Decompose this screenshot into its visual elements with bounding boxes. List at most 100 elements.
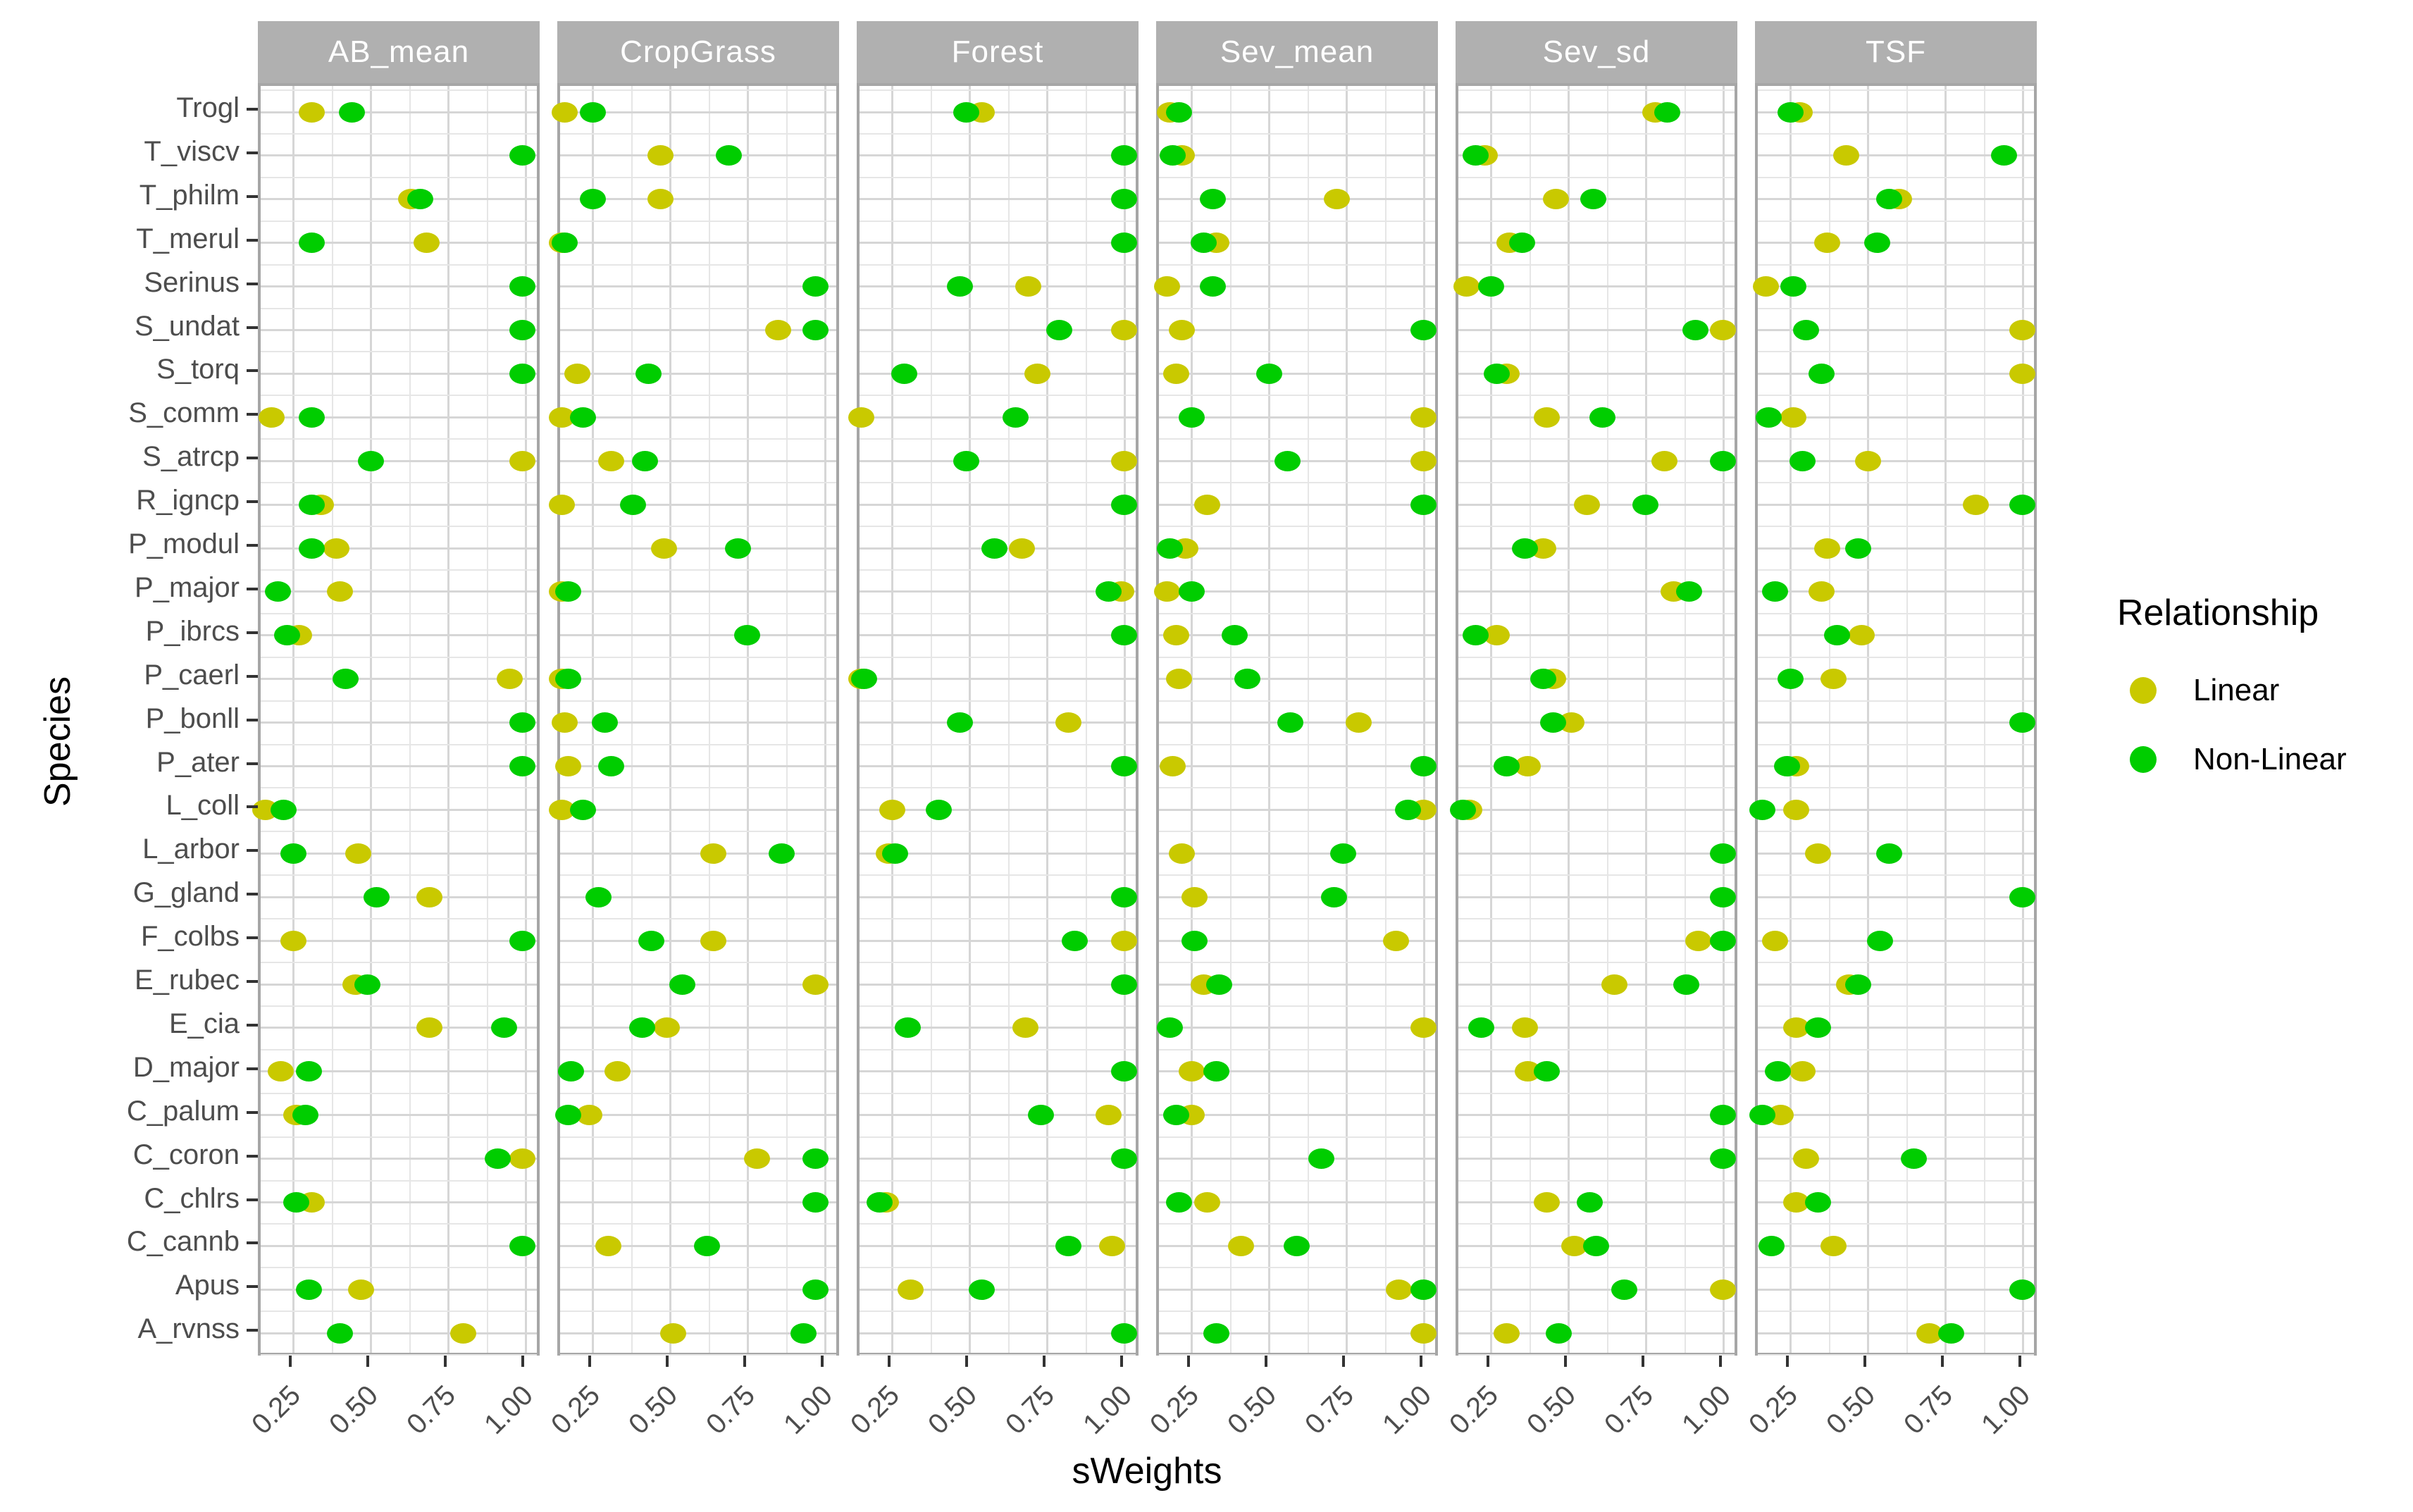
gridline-major-h: [1458, 329, 1735, 331]
data-point-nonlinear: [299, 538, 325, 559]
gridline-major-h: [1458, 590, 1735, 593]
gridline-minor-h: [1458, 569, 1735, 571]
data-point-nonlinear: [299, 407, 325, 428]
gridline-major-h: [261, 721, 537, 724]
data-point-linear: [280, 930, 306, 951]
gridline-minor-h: [560, 612, 836, 614]
facet-panel-Sev_sd: [1450, 83, 1737, 1356]
gridline-minor-h: [560, 89, 836, 92]
gridline-major-h: [1458, 1288, 1735, 1291]
gridline-minor-h: [1159, 132, 1435, 135]
gridline-minor-h: [1159, 351, 1435, 353]
data-point-linear: [1181, 886, 1208, 907]
gridline-major-h: [1159, 590, 1435, 593]
gridline-major-h: [1159, 154, 1435, 157]
data-point-linear: [1808, 581, 1835, 602]
gridline-minor-h: [1159, 1136, 1435, 1138]
gridline-major-h: [261, 1288, 537, 1291]
gridline-major-h: [1758, 329, 2034, 331]
gridline-minor-h: [261, 1005, 537, 1007]
data-point-nonlinear: [552, 233, 578, 254]
gridline-minor-h: [1458, 743, 1735, 745]
gridline-minor-h: [1159, 1223, 1435, 1225]
gridline-major-h: [860, 111, 1136, 113]
data-point-nonlinear: [364, 886, 390, 907]
data-point-nonlinear: [1774, 756, 1801, 776]
y-axis-tick: [247, 762, 258, 765]
gridline-major-h: [560, 983, 836, 986]
gridline-minor-h: [560, 787, 836, 789]
x-axis-tick: [888, 1356, 891, 1367]
facet-panel-CropGrass: [548, 83, 839, 1356]
gridline-major-h: [1159, 285, 1435, 288]
gridline-minor-h: [1758, 787, 2034, 789]
gridline-major-h: [1758, 1070, 2034, 1073]
data-point-linear: [1193, 1192, 1220, 1213]
gridline-major-h: [1758, 372, 2034, 375]
species-tick-label: S_undat: [134, 310, 240, 342]
gridline-minor-h: [261, 307, 537, 309]
gridline-minor-h: [1458, 351, 1735, 353]
species-tick-label: L_coll: [166, 790, 240, 822]
data-point-linear: [1963, 494, 1990, 515]
y-axis-tick: [247, 1285, 258, 1289]
data-point-nonlinear: [2009, 712, 2036, 733]
species-tick-label: P_ibrcs: [145, 615, 240, 647]
gridline-major-h: [1758, 721, 2034, 724]
data-point-nonlinear: [1027, 1105, 1054, 1126]
gridline-major-h: [560, 198, 836, 201]
x-tick-label: 0.50: [1520, 1380, 1582, 1441]
gridline-minor-h: [1458, 482, 1735, 484]
data-point-nonlinear: [1178, 581, 1205, 602]
gridline-minor-h: [860, 1136, 1136, 1138]
gridline-major-h: [560, 1201, 836, 1203]
gridline-minor-h: [1159, 307, 1435, 309]
facet-strip-AB_mean: AB_mean: [258, 21, 540, 83]
gridline-major-h: [860, 678, 1136, 681]
gridline-major-h: [860, 329, 1136, 331]
gridline-major-h: [1458, 1027, 1735, 1029]
data-point-nonlinear: [1710, 843, 1737, 864]
gridline-major-h: [1159, 634, 1435, 637]
species-tick-label: E_rubec: [135, 965, 240, 996]
gridline-minor-h: [1758, 569, 2034, 571]
gridline-minor-h: [1458, 132, 1735, 135]
gridline-major-h: [560, 242, 836, 244]
gridline-minor-h: [1758, 1223, 2034, 1225]
gridline-minor-h: [1758, 438, 2034, 440]
data-point-nonlinear: [1203, 1061, 1229, 1082]
gridline-major-h: [1758, 242, 2034, 244]
data-point-nonlinear: [1845, 974, 1872, 995]
gridline-minor-h: [1758, 264, 2034, 266]
y-axis-tick: [247, 238, 258, 242]
data-point-nonlinear: [1901, 1148, 1928, 1170]
data-point-linear: [552, 101, 578, 123]
data-point-nonlinear: [1410, 756, 1437, 776]
data-point-nonlinear: [339, 101, 366, 123]
gridline-major-h: [261, 1114, 537, 1117]
x-axis-tick: [1419, 1356, 1422, 1367]
gridline-major-h: [1159, 983, 1435, 986]
data-point-linear: [348, 1279, 375, 1300]
gridline-minor-h: [560, 962, 836, 964]
x-axis-tick: [443, 1356, 447, 1367]
data-point-nonlinear: [354, 974, 381, 995]
data-point-nonlinear: [509, 756, 535, 776]
gridline-minor-h: [560, 438, 836, 440]
gridline-minor-h: [860, 89, 1136, 92]
data-point-linear: [1382, 930, 1409, 951]
data-point-linear: [326, 581, 353, 602]
data-point-linear: [299, 101, 325, 123]
data-point-nonlinear: [1808, 363, 1835, 384]
data-point-nonlinear: [1484, 363, 1511, 384]
gridline-minor-h: [1159, 918, 1435, 920]
gridline-minor-h: [860, 1267, 1136, 1269]
data-point-nonlinear: [2009, 886, 2036, 907]
data-point-linear: [1169, 843, 1196, 864]
gridline-minor-h: [1758, 918, 2034, 920]
data-point-linear: [647, 145, 674, 166]
gridline-major-h: [1758, 1201, 2034, 1203]
data-point-linear: [497, 669, 523, 690]
gridline-minor-h: [1458, 787, 1735, 789]
gridline-major-h: [1159, 416, 1435, 419]
